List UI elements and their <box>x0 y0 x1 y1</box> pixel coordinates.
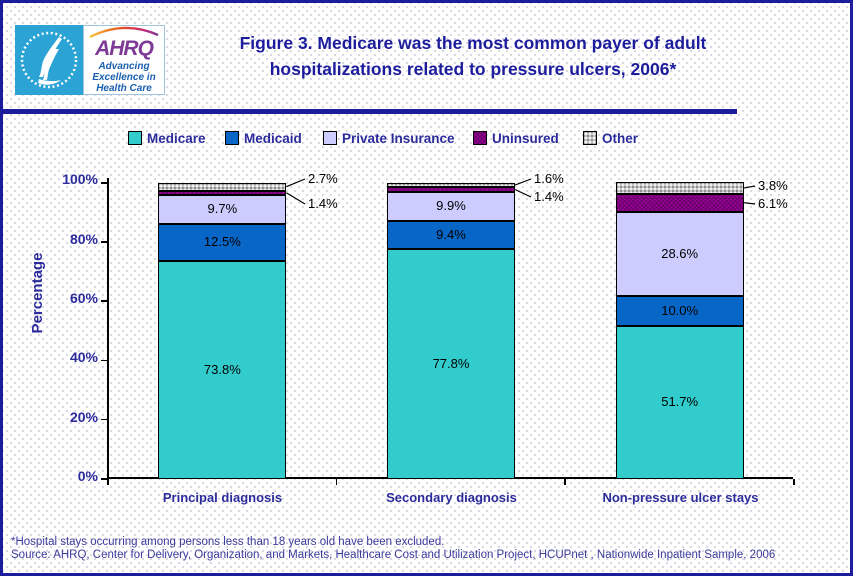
bar-segment-medicare <box>158 260 287 479</box>
callout-value-label: 1.6% <box>534 171 564 186</box>
y-tick-100: 100% <box>62 171 98 187</box>
y-axis-tick-mark <box>101 182 108 184</box>
ahrq-logo-panel: AHRQ Advancing Excellence in Health Care <box>83 25 165 95</box>
legend-label: Uninsured <box>492 130 559 146</box>
stacked-bar-chart: Percentage 100% 80% 60% 40% 20% 0% Princ… <box>3 3 850 573</box>
callout-value-label: 3.8% <box>758 178 788 193</box>
y-axis-tick-mark <box>101 300 108 302</box>
y-axis-tick-mark <box>101 359 108 362</box>
bar-segment-other <box>615 182 744 194</box>
ahrq-tagline: Advancing Excellence in Health Care <box>92 61 156 94</box>
segment-value-label: 9.7% <box>207 201 238 217</box>
rainbow-arc-icon <box>89 26 159 38</box>
x-axis-tick-mark <box>564 479 566 485</box>
bar-segment-medicaid <box>387 220 515 249</box>
y-tick-40: 40% <box>69 349 98 365</box>
category-label-secondary: Secondary diagnosis <box>386 490 517 505</box>
ahrq-hhs-logo: AHRQ Advancing Excellence in Health Care <box>15 25 165 95</box>
x-axis-tick-mark <box>107 479 109 485</box>
hhs-eagle-icon <box>15 25 83 95</box>
medicaid-swatch-icon <box>225 131 239 145</box>
bar-segment-medicare <box>615 325 744 479</box>
legend-item-other: Other <box>583 130 638 146</box>
legend-label: Medicaid <box>244 130 302 146</box>
segment-value-label: 28.6% <box>661 246 699 262</box>
figure-title-line2: hospitalizations related to pressure ulc… <box>269 59 677 79</box>
segment-value-label: 10.0% <box>661 303 699 319</box>
callout-value-label: 6.1% <box>758 196 788 211</box>
segment-value-label: 9.9% <box>436 198 466 214</box>
header-divider-rule <box>3 109 737 114</box>
segment-value-label: 9.4% <box>436 226 466 242</box>
legend-item-uninsured: Uninsured <box>473 130 559 146</box>
y-tick-20: 20% <box>69 409 98 425</box>
callout-value-label: 1.4% <box>534 189 564 204</box>
y-axis-tick-mark <box>101 241 108 243</box>
other-swatch-icon <box>583 131 597 145</box>
y-tick-0: 0% <box>77 468 98 484</box>
bar-segment-medicaid <box>615 296 744 326</box>
bar-segment-uninsured <box>387 187 515 192</box>
uninsured-swatch-icon <box>473 131 487 145</box>
figure-title-line1: Figure 3. Medicare was the most common p… <box>239 33 707 53</box>
y-tick-60: 60% <box>69 290 98 306</box>
callout-value-label: 1.4% <box>308 196 338 211</box>
bar-segment-uninsured <box>615 193 744 212</box>
legend-item-medicaid: Medicaid <box>225 130 302 146</box>
legend-label: Medicare <box>147 130 206 146</box>
legend-item-private-insurance: Private Insurance <box>323 130 455 146</box>
bar-segment-private-insurance <box>158 194 287 224</box>
category-label-non-pressure: Non-pressure ulcer stays <box>602 490 759 505</box>
bar-segment-medicaid <box>158 223 287 261</box>
legend-label: Private Insurance <box>342 130 455 146</box>
y-axis-line <box>107 178 109 479</box>
segment-value-label: 77.8% <box>432 355 470 371</box>
figure-title: Figure 3. Medicare was the most common p… <box>173 30 773 82</box>
category-label-principal: Principal diagnosis <box>162 490 283 505</box>
bar-segment-other <box>158 182 287 191</box>
bar-segment-medicare <box>387 248 515 479</box>
ahrq-acronym-text: AHRQ <box>95 37 154 60</box>
x-axis-tick-mark <box>335 479 338 485</box>
segment-value-label: 12.5% <box>203 234 241 250</box>
segment-value-label: 73.8% <box>203 361 241 377</box>
bar-segment-other <box>387 182 515 188</box>
segment-value-label: 51.7% <box>661 394 699 410</box>
legend-item-medicare: Medicare <box>128 130 206 146</box>
legend-label: Other <box>602 130 639 146</box>
bar-segment-private-insurance <box>615 211 744 297</box>
y-tick-80: 80% <box>69 231 98 247</box>
medicare-swatch-icon <box>128 131 142 145</box>
footnote-source: Source: AHRQ, Center for Delivery, Organ… <box>11 549 776 561</box>
private-insurance-swatch-icon <box>323 131 337 145</box>
bar-segment-private-insurance <box>387 191 515 221</box>
bar-segment-uninsured <box>158 190 287 195</box>
footnote-exclusion: *Hospital stays occurring among persons … <box>11 536 445 548</box>
callout-value-label: 2.7% <box>308 171 338 186</box>
y-axis-tick-mark <box>101 478 108 480</box>
y-axis-tick-mark <box>101 418 108 421</box>
x-axis-tick-mark <box>793 479 795 485</box>
